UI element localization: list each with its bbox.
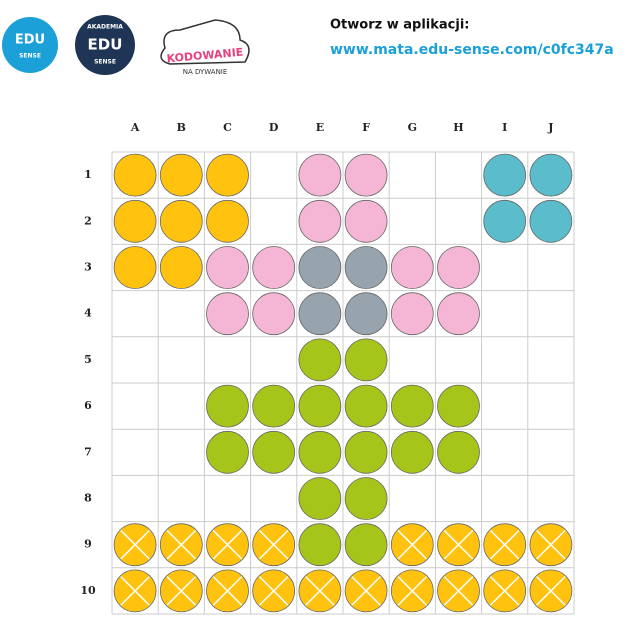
- dot: [437, 384, 480, 428]
- dot-cross: [443, 576, 474, 606]
- logo-text: EDU: [15, 33, 45, 48]
- row-label: 6: [84, 399, 92, 412]
- column-label: D: [269, 121, 279, 134]
- app-link[interactable]: www.mata.edu-sense.com/c0fc347a: [330, 42, 614, 58]
- dot: [113, 153, 157, 197]
- logo-text: SENSE: [94, 59, 116, 66]
- dot: [298, 246, 342, 289]
- dot: [390, 246, 434, 289]
- dot: [252, 292, 296, 336]
- column-label: J: [547, 121, 553, 134]
- dot: [437, 246, 480, 289]
- logo-text: SENSE: [19, 53, 41, 60]
- dot: [390, 430, 434, 474]
- row-label: 9: [84, 538, 92, 551]
- row-label: 5: [84, 353, 92, 366]
- dot: [252, 246, 296, 289]
- dot: [437, 292, 480, 336]
- dot: [483, 153, 527, 197]
- column-label: H: [453, 121, 463, 134]
- dot: [344, 384, 388, 428]
- dot: [113, 246, 157, 289]
- logo-badge: [2, 17, 58, 73]
- row-label: 10: [80, 584, 96, 597]
- dot: [344, 246, 388, 289]
- logo-text: EDU: [88, 36, 123, 54]
- grid: A B C D E F G H I J 1 2 3 4 5 6 7 8 9 10: [80, 121, 575, 615]
- dot: [390, 292, 434, 336]
- column-label: I: [502, 121, 507, 134]
- logo-badge: [75, 15, 135, 75]
- dot-cross: [120, 529, 150, 560]
- dot: [344, 430, 388, 474]
- row-label: 1: [84, 168, 92, 181]
- row-label: 4: [84, 307, 92, 320]
- dot: [298, 153, 342, 197]
- dot: [298, 384, 342, 428]
- dot: [206, 292, 249, 336]
- dot: [298, 430, 342, 474]
- column-label: B: [177, 121, 186, 134]
- dot-cross: [120, 576, 150, 606]
- row-label: 8: [84, 492, 92, 505]
- row-label: 3: [84, 261, 92, 274]
- dot: [344, 199, 388, 243]
- dot: [113, 199, 157, 243]
- dot: [344, 153, 388, 197]
- dot: [206, 384, 249, 428]
- dot: [159, 153, 203, 197]
- dot: [298, 292, 342, 336]
- dot: [344, 523, 388, 567]
- dot: [298, 523, 342, 567]
- column-label: C: [223, 121, 232, 134]
- dot-cross: [397, 529, 428, 560]
- dot-cross: [443, 529, 474, 560]
- dot: [344, 338, 388, 382]
- dot: [206, 430, 249, 474]
- dot: [298, 338, 342, 382]
- dot: [206, 153, 249, 197]
- dot: [344, 477, 388, 520]
- dot: [437, 430, 480, 474]
- dot-cross: [489, 576, 520, 606]
- dot: [159, 246, 203, 289]
- dot-cross: [489, 529, 520, 560]
- dot-cross: [397, 576, 428, 606]
- dot: [529, 199, 573, 243]
- open-prompt: Otworz w aplikacji:: [330, 18, 469, 33]
- dot: [483, 199, 527, 243]
- dot: [390, 384, 434, 428]
- dot-cross: [166, 576, 197, 606]
- dot-cross: [166, 529, 197, 560]
- row-label: 7: [84, 445, 92, 458]
- dot-cross: [536, 576, 566, 606]
- dot-cross: [258, 529, 289, 560]
- logo-cloud: [160, 19, 250, 65]
- dot: [206, 199, 249, 243]
- dot-cross: [212, 529, 243, 560]
- dot: [252, 384, 296, 428]
- logo-text: AKADEMIA: [87, 24, 123, 31]
- dot-cross: [305, 576, 335, 606]
- dot-cross: [536, 529, 566, 560]
- column-label: G: [408, 121, 417, 134]
- dot-cross: [351, 576, 381, 606]
- dot: [344, 292, 388, 336]
- dot-cross: [258, 576, 289, 606]
- row-label: 2: [84, 214, 92, 227]
- dot: [298, 477, 342, 520]
- dot: [252, 430, 296, 474]
- column-label: E: [316, 121, 324, 134]
- dot: [298, 199, 342, 243]
- column-label: F: [362, 121, 370, 134]
- column-label: A: [130, 121, 140, 134]
- dot: [529, 153, 573, 197]
- logo-text: NA DYWANIE: [183, 68, 228, 76]
- dot-cross: [212, 576, 243, 606]
- dot: [206, 246, 249, 289]
- dot: [159, 199, 203, 243]
